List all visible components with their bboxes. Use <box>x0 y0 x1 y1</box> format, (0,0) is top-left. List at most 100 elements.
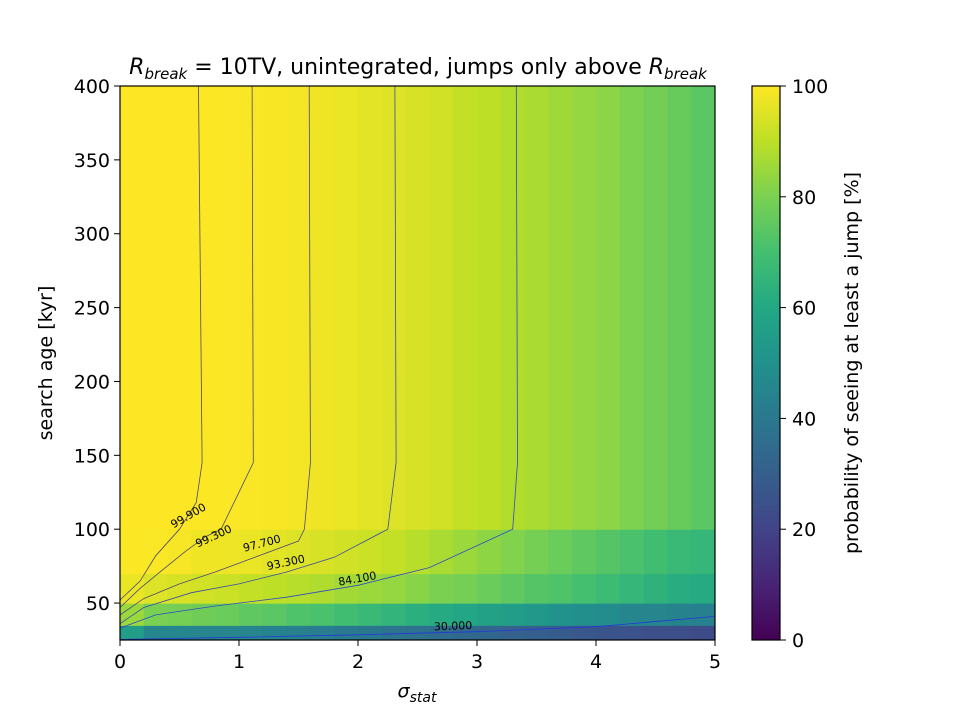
heatmap-cell <box>691 603 715 626</box>
contour-line <box>120 86 311 616</box>
colorbar <box>752 86 780 640</box>
contour-line <box>120 86 254 608</box>
heatmap-cell <box>334 529 359 575</box>
heatmap-cell <box>548 529 573 575</box>
heatmap-cell <box>167 603 192 626</box>
chart-title: Rbreak = 10TV, unintegrated, jumps only … <box>129 55 708 83</box>
heatmap-cell <box>453 573 478 604</box>
heatmap-cell <box>120 86 145 530</box>
heatmap-cell <box>143 573 169 604</box>
heatmap-cell <box>477 625 502 640</box>
heatmap-cell <box>524 603 549 626</box>
heatmap-cell <box>310 529 335 575</box>
heatmap-cell <box>453 625 478 640</box>
heatmap-cell <box>477 603 502 626</box>
y-tick-label: 150 <box>74 445 110 467</box>
x-axis-ticks: 0 1 2 3 4 5 <box>114 640 721 673</box>
heatmap-cell <box>262 573 288 604</box>
contour-line <box>120 86 397 625</box>
heatmap-cell <box>667 529 692 575</box>
heatmap-cell <box>619 573 645 604</box>
contour-line <box>120 86 518 629</box>
heatmap-cell <box>334 86 359 530</box>
heatmap-cell <box>215 625 240 640</box>
heatmap-cell <box>215 603 240 626</box>
heatmap-cell <box>667 86 692 530</box>
heatmap-cell <box>191 529 216 575</box>
x-tick-label: 2 <box>352 651 364 673</box>
heatmap-cell <box>143 86 169 530</box>
heatmap-cell <box>381 529 407 575</box>
y-axis-ticks: 50 100 150 200 250 300 350 400 <box>74 76 120 615</box>
heatmap-cell <box>262 529 288 575</box>
colorbar-tick-label: 60 <box>792 298 816 320</box>
colorbar-ticks: 0 20 40 60 80 100 <box>780 76 828 652</box>
heatmap-cell <box>405 529 430 575</box>
heatmap-cell <box>524 573 549 604</box>
heatmap-cell <box>691 625 715 640</box>
heatmap-cell <box>215 529 240 575</box>
x-tick-label: 4 <box>590 651 602 673</box>
heatmap-cell <box>500 573 526 604</box>
heatmap-cell <box>548 603 573 626</box>
heatmap-cell <box>191 625 216 640</box>
heatmap-cell <box>572 573 597 604</box>
heatmap-cell <box>215 573 240 604</box>
heatmap-cell <box>334 625 359 640</box>
heatmap-cell <box>524 529 549 575</box>
heatmap-cell <box>358 625 383 640</box>
heatmap-cell <box>477 573 502 604</box>
x-tick-label: 3 <box>471 651 483 673</box>
y-tick-label: 350 <box>74 150 110 172</box>
heatmap-cell <box>262 625 288 640</box>
heatmap-cell <box>572 529 597 575</box>
heatmap-cell <box>453 86 478 530</box>
y-tick-label: 200 <box>74 371 110 393</box>
heatmap-cell <box>286 86 311 530</box>
heatmap-cell <box>191 86 216 530</box>
heatmap-cell <box>358 573 383 604</box>
heatmap-cell <box>143 603 169 626</box>
heatmap-cell <box>500 86 526 530</box>
heatmap-cell <box>143 625 169 640</box>
heatmap-cell <box>405 86 430 530</box>
heatmap-cell <box>643 529 668 575</box>
y-tick-label: 300 <box>74 224 110 246</box>
heatmap-cell <box>691 529 715 575</box>
heatmap-cell <box>286 603 311 626</box>
heatmap-cell <box>120 625 145 640</box>
heatmap-cell <box>286 625 311 640</box>
heatmap-cell <box>691 86 715 530</box>
heatmap-cell <box>667 573 692 604</box>
heatmap-cell <box>310 86 335 530</box>
heatmap-cell <box>691 573 715 604</box>
heatmap-cell <box>120 603 145 626</box>
heatmap-cell <box>667 603 692 626</box>
heatmap-cell <box>262 86 288 530</box>
heatmap-cell <box>643 86 668 530</box>
heatmap-cell <box>262 603 288 626</box>
heatmap-cell <box>239 529 264 575</box>
heatmap-cell <box>358 529 383 575</box>
heatmap-cell <box>596 625 621 640</box>
colorbar-label: probability of seeing at least a jump [%… <box>841 172 863 554</box>
heatmap-cell <box>239 625 264 640</box>
heatmap-cell <box>286 529 311 575</box>
colorbar-tick-label: 0 <box>792 630 804 652</box>
heatmap-cell <box>667 625 692 640</box>
heatmap-cell <box>619 625 645 640</box>
heatmap-cell <box>524 625 549 640</box>
contour-line <box>120 616 715 640</box>
heatmap-cell <box>310 603 335 626</box>
heatmap-cell <box>310 573 335 604</box>
heatmap-cell <box>596 86 621 530</box>
heatmap-cell <box>643 625 668 640</box>
heatmap-cell <box>477 86 502 530</box>
colorbar-tick-label: 100 <box>792 76 828 98</box>
heatmap-cell <box>548 573 573 604</box>
heatmap-cell <box>500 603 526 626</box>
heatmap-cell <box>572 603 597 626</box>
heatmap-cell <box>548 625 573 640</box>
heatmap-cell <box>215 86 240 530</box>
x-axis-label: σstat <box>398 680 437 706</box>
